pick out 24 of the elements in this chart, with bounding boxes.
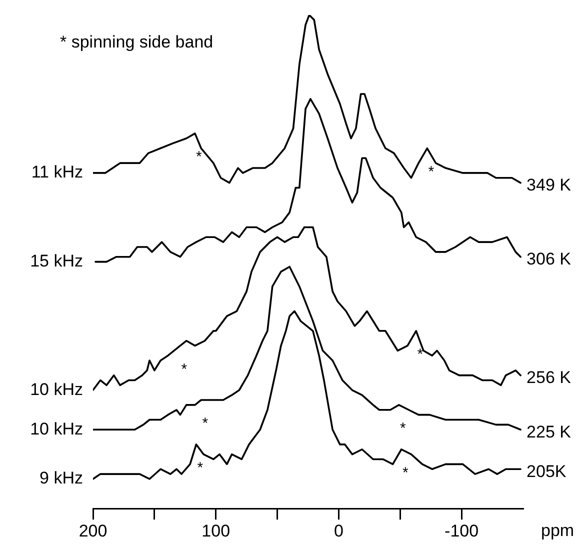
annotation: * spinning side band	[60, 32, 214, 52]
annotation: *	[181, 360, 188, 378]
series-label: 349 K	[526, 176, 572, 195]
annotation: 10 kHz	[30, 419, 83, 438]
annotation: *	[196, 148, 202, 166]
annotation: 9 kHz	[40, 468, 83, 488]
annotation: 10 kHz	[30, 380, 83, 399]
annotation: *	[417, 346, 424, 364]
annotation: 15 kHz	[30, 251, 83, 270]
annotation: *	[197, 460, 204, 477]
series-label: 205K	[526, 462, 567, 481]
annotation: *	[202, 415, 208, 432]
annotation: *	[428, 163, 434, 180]
annotation: *	[402, 464, 408, 482]
series-label: 225 K	[526, 422, 572, 442]
annotation: *	[400, 420, 406, 438]
x-tick-label: -100	[444, 521, 479, 540]
annotation: 11 kHz	[31, 162, 83, 182]
series-label: 306 K	[526, 250, 572, 269]
x-axis-title: ppm	[541, 520, 574, 540]
x-tick-label: 200	[78, 521, 108, 540]
x-tick-label: 0	[334, 521, 344, 540]
series-label: 256 K	[526, 368, 572, 388]
x-tick-label: 100	[202, 521, 230, 540]
